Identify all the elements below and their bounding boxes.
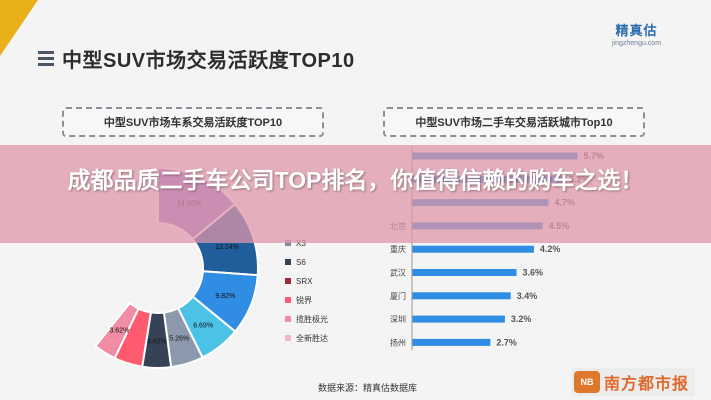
banner-headline: 成都品质二手车公司TOP排名，你值得信赖的购车之选！	[67, 167, 644, 193]
pie-value-label: 4.62%	[147, 338, 167, 345]
bar-category-label: 扬州	[390, 337, 406, 347]
bar-value-label: 2.7%	[496, 337, 517, 347]
pie-value-label: 6.69%	[193, 323, 213, 330]
bar-value-label: 3.6%	[523, 268, 544, 278]
page-title-row: 中型SUV市场交易活跃度TOP10	[38, 44, 355, 73]
bar-value-label: 3.4%	[517, 291, 538, 301]
watermark: NB 南方都市报	[572, 368, 696, 396]
brand-site: jingzhengu.com	[612, 40, 662, 47]
legend-label: 揽胜极光	[296, 314, 328, 324]
legend-swatch	[285, 335, 291, 341]
overlay-banner	[0, 145, 711, 243]
legend-swatch	[285, 297, 291, 303]
legend-swatch	[285, 259, 291, 265]
legend-label: X3	[296, 239, 306, 248]
pie-value-label: 3.62%	[109, 327, 129, 334]
bar	[412, 315, 505, 323]
bar-value-label: 3.2%	[511, 314, 532, 324]
bar-category-label: 深圳	[390, 314, 406, 324]
bar-category-label: 厦门	[390, 291, 406, 301]
data-source-note: 数据来源：精真估数据库	[318, 383, 418, 393]
legend-label: SRX	[296, 277, 313, 286]
brand-logo: 精真估 jingzhengu.com	[612, 20, 661, 47]
pie-slice	[94, 301, 140, 360]
corner-accent	[0, 0, 38, 56]
right-panel-title: 中型SUV市场二手车交易活跃城市Top10	[383, 107, 645, 137]
bar	[412, 269, 517, 276]
watermark-badge: NB	[574, 371, 600, 393]
bar-value-label: 4.2%	[540, 244, 561, 254]
legend-swatch	[285, 240, 291, 246]
legend-label: 锐界	[296, 295, 312, 305]
page-title: 中型SUV市场交易活跃度TOP10	[62, 50, 355, 72]
bar	[412, 338, 491, 346]
pie-value-label: 5.26%	[169, 335, 189, 342]
legend-label: 全新胜达	[296, 333, 328, 343]
left-panel-title: 中型SUV市场车系交易活跃度TOP10	[62, 107, 324, 137]
pie-value-label: 12.14%	[215, 244, 239, 251]
pie-value-label: 9.82%	[215, 293, 235, 300]
bar	[412, 292, 511, 300]
watermark-text: 南方都市报	[604, 376, 690, 393]
brand-title: 精真估	[615, 23, 658, 38]
legend-swatch	[285, 278, 291, 284]
legend-label: S6	[296, 258, 306, 267]
bar-category-label: 重庆	[390, 244, 406, 254]
bar-category-label: 武汉	[390, 268, 406, 278]
legend-swatch	[285, 316, 291, 322]
bar	[412, 245, 534, 253]
list-icon	[38, 50, 54, 68]
